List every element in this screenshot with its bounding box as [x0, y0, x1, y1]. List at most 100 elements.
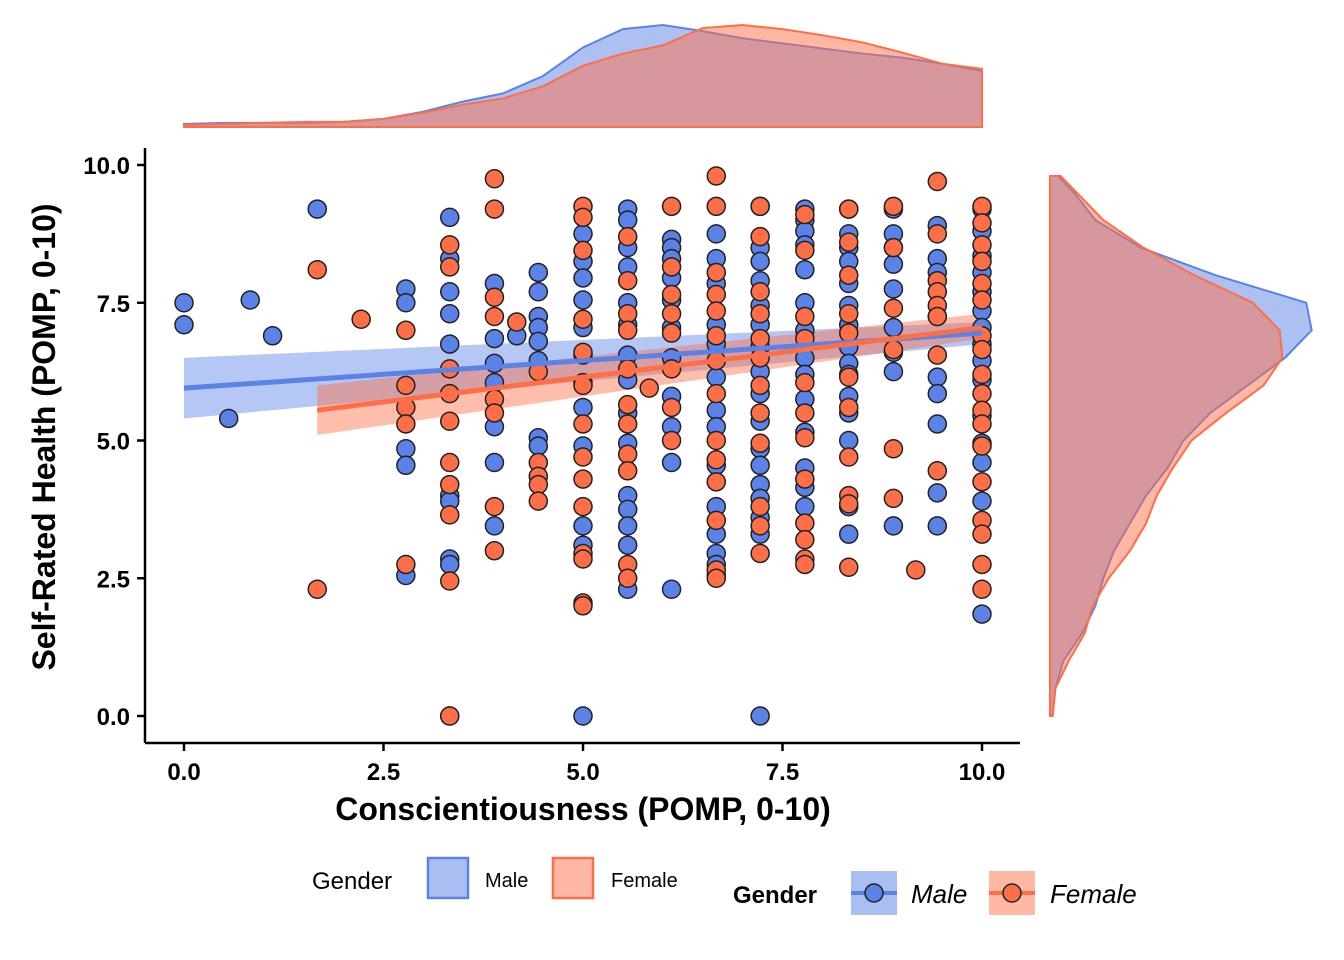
x-tick-label: 2.5 [367, 759, 400, 786]
y-density-female [1049, 175, 1284, 717]
point-female [838, 367, 859, 387]
point-legend: Gender Male Female [733, 871, 1137, 915]
point-female [795, 513, 815, 533]
point-female [573, 414, 593, 434]
point-female [661, 284, 682, 305]
point-female [617, 270, 638, 291]
point-male [883, 516, 904, 536]
point-female [484, 199, 505, 219]
y-tick-label: 5.0 [97, 429, 130, 456]
point-female [617, 444, 638, 465]
x-axis-title: Conscientiousness (POMP, 0-10) [335, 791, 831, 827]
point-female [396, 375, 416, 396]
point-female [439, 411, 460, 431]
point-female [750, 403, 770, 423]
point-male [750, 251, 770, 272]
point-female [661, 397, 682, 418]
point-male [240, 290, 260, 310]
y-marginal-density [1049, 175, 1313, 717]
point-male [439, 554, 460, 575]
point-female [573, 207, 593, 228]
point-female [639, 378, 659, 398]
point-female [706, 166, 727, 186]
point-male [927, 367, 948, 387]
point-male [838, 524, 859, 544]
point-female [838, 232, 859, 252]
point-male [262, 326, 283, 346]
point-legend-key-male-dot [864, 883, 884, 903]
point-male [972, 452, 992, 473]
point-female [706, 383, 727, 404]
point-female [484, 306, 505, 327]
point-female [307, 259, 328, 280]
point-female [617, 394, 638, 415]
point-female [528, 474, 549, 495]
x-tick-label: 5.0 [566, 759, 599, 786]
point-male [396, 439, 416, 459]
fill-legend-key-male [426, 856, 470, 900]
point-female [795, 240, 815, 261]
point-female [706, 430, 727, 451]
point-male [661, 579, 682, 600]
y-tick-label: 10.0 [83, 153, 130, 180]
point-female [507, 312, 527, 332]
point-male [573, 397, 593, 418]
point-female [439, 452, 460, 473]
point-male [439, 334, 460, 354]
point-female [927, 171, 948, 192]
point-male [883, 279, 904, 299]
point-male [307, 199, 328, 219]
point-female [439, 505, 460, 525]
y-ticks: 0.0 2.5 5.0 7.5 10.0 [83, 153, 145, 731]
point-male [218, 408, 239, 429]
point-female [617, 226, 638, 247]
point-male [795, 259, 815, 280]
point-female [661, 430, 682, 451]
point-female [307, 579, 328, 600]
point-male [617, 516, 638, 536]
fill-legend-title: Gender [312, 868, 392, 895]
point-male [883, 254, 904, 274]
x-tick-label: 7.5 [766, 759, 799, 786]
point-male [484, 328, 505, 349]
point-female [972, 251, 992, 272]
point-female [484, 496, 505, 517]
point-female [972, 290, 992, 310]
point-female [706, 301, 727, 321]
point-male [396, 293, 416, 313]
point-female [883, 488, 904, 509]
fill-legend-label-female: Female [611, 870, 678, 892]
point-female [838, 199, 859, 219]
point-female [617, 568, 638, 588]
point-male [617, 535, 638, 555]
point-female [972, 436, 992, 456]
point-female [706, 450, 727, 470]
point-male [573, 516, 593, 536]
point-female [750, 375, 770, 396]
point-female [750, 543, 770, 564]
point-female [795, 554, 815, 575]
point-female [795, 427, 815, 448]
point-legend-key-female-dot [1002, 883, 1022, 903]
point-female [484, 169, 505, 189]
point-female [750, 226, 770, 247]
point-female [838, 447, 859, 467]
point-male [883, 361, 904, 382]
point-female [396, 554, 416, 575]
point-male [528, 331, 549, 352]
point-female [972, 339, 992, 360]
point-female [795, 529, 815, 550]
point-female [750, 281, 770, 302]
point-male [484, 516, 505, 536]
scatter-points [174, 166, 992, 726]
point-male [528, 436, 549, 456]
point-female [573, 240, 593, 261]
point-female [396, 414, 416, 434]
fill-legend-label-male: Male [485, 870, 528, 892]
point-male [750, 455, 770, 476]
point-female [661, 257, 682, 277]
point-female [706, 326, 727, 346]
point-male [706, 367, 727, 387]
point-male [439, 304, 460, 324]
